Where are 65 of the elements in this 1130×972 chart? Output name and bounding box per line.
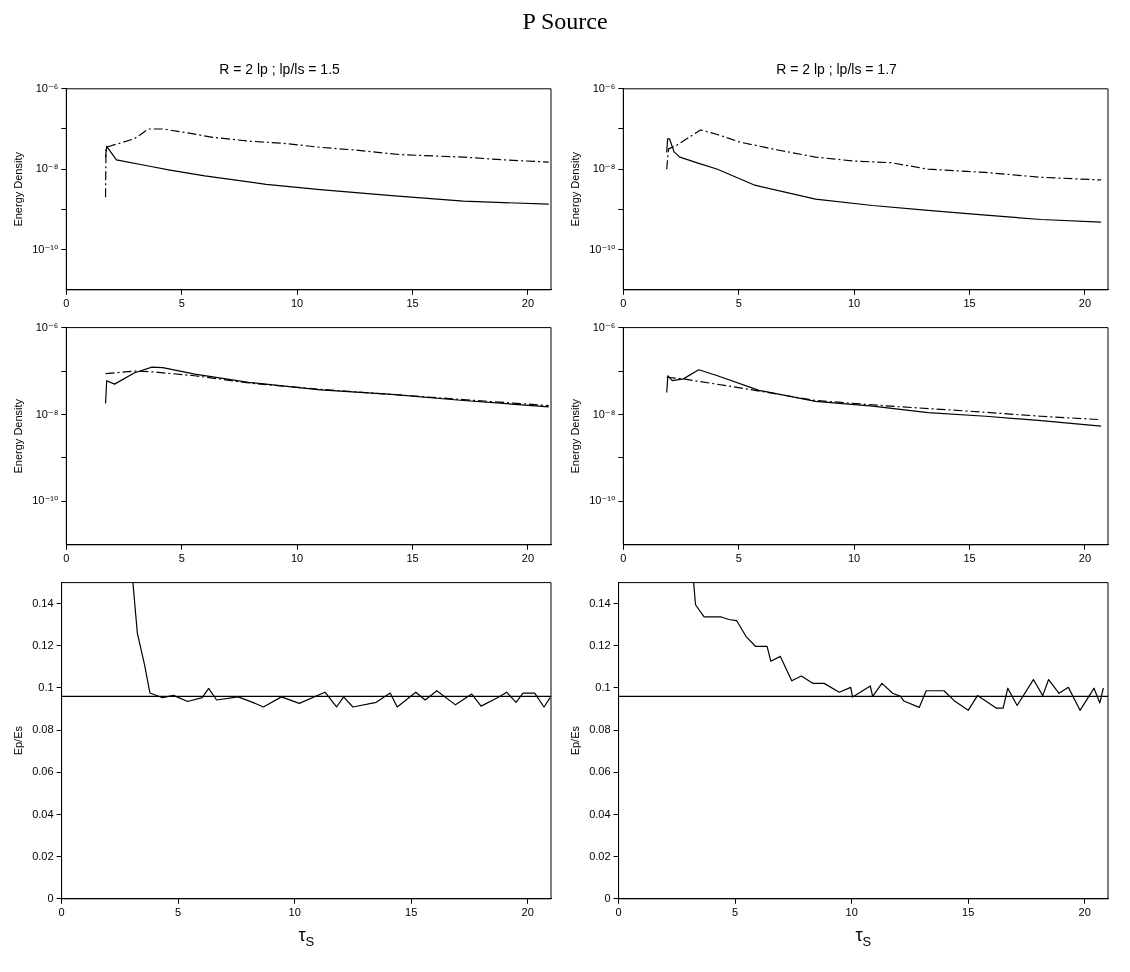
y-tick-label: 0.08: [589, 723, 611, 736]
y-tick-label: 0.02: [32, 849, 54, 862]
x-tick-label: 5: [178, 552, 185, 565]
y-tick-label: 0.04: [589, 807, 611, 820]
y-tick-label: 0.04: [32, 807, 54, 820]
y-tick-label: 10⁻¹⁰: [589, 242, 616, 255]
y-tick-label: 0.1: [595, 681, 611, 694]
y-tick-label: 10⁻⁸: [35, 407, 59, 420]
x-tick-label: 15: [406, 552, 419, 565]
y-tick-label: 10⁻¹⁰: [32, 242, 59, 255]
x-tick-label: 15: [963, 297, 976, 310]
x-tick-label: 20: [521, 552, 535, 565]
y-tick-label: 0.12: [589, 638, 611, 651]
y-tick-label: 10⁻⁸: [35, 162, 59, 175]
y-tick-label: 0.06: [32, 765, 54, 778]
y-axis-title: Energy Density: [568, 151, 581, 227]
y-tick-label: 0: [47, 891, 54, 904]
x-tick-label: 5: [732, 906, 739, 919]
x-tick-label: 10: [847, 552, 861, 565]
x-tick-label: 10: [288, 906, 301, 919]
x-tick-label: 20: [1078, 906, 1091, 919]
x-tick-label: 0: [620, 297, 627, 310]
x-tick-label: 0: [63, 552, 70, 565]
x-tick-label: 20: [1078, 552, 1092, 565]
x-tick-label: 20: [521, 906, 534, 919]
text: P Source: [521, 8, 609, 36]
y-tick-label: 0.12: [32, 638, 54, 651]
x-tick-label: 15: [406, 297, 419, 310]
y-axis-title: Ep/Es: [568, 725, 581, 756]
x-tick-label: 5: [735, 552, 742, 565]
x-tick-label: 5: [178, 297, 185, 310]
chart-title: R = 2 lp ; lp/ls = 1.5: [219, 61, 341, 78]
y-tick-label: 10⁻⁸: [592, 162, 616, 175]
x-tick-label: 15: [963, 552, 976, 565]
y-tick-label: 10⁻¹⁰: [589, 494, 616, 507]
x-tick-label: 10: [290, 552, 304, 565]
y-tick-label: 10⁻⁶: [35, 81, 59, 94]
y-axis-title: Energy Density: [11, 151, 24, 227]
y-tick-label: 0.14: [589, 596, 611, 609]
x-tick-label: 10: [290, 297, 304, 310]
y-tick-label: 10⁻⁶: [592, 320, 616, 333]
y-tick-label: 0.08: [32, 723, 54, 736]
y-axis-title: Ep/Es: [11, 725, 24, 756]
chart-title: R = 2 lp ; lp/ls = 1.7: [776, 61, 898, 78]
x-tick-label: 15: [962, 906, 975, 919]
y-tick-label: 10⁻⁶: [35, 320, 59, 333]
x-tick-label: 5: [175, 906, 182, 919]
y-axis-title: Energy Density: [568, 398, 581, 474]
y-tick-label: 0: [604, 891, 611, 904]
x-tick-label: 0: [63, 297, 70, 310]
y-axis-title: Energy Density: [11, 398, 24, 474]
x-tick-label: 15: [405, 906, 418, 919]
y-tick-label: 0.14: [32, 596, 54, 609]
x-tick-label: 10: [845, 906, 858, 919]
x-tick-label: 5: [735, 297, 742, 310]
y-tick-label: 0.02: [589, 849, 611, 862]
y-tick-label: 0.1: [38, 681, 54, 694]
y-tick-label: 10⁻⁸: [592, 407, 616, 420]
x-tick-label: 10: [847, 297, 861, 310]
y-tick-label: 10⁻⁶: [592, 81, 616, 94]
y-tick-label: 10⁻¹⁰: [32, 494, 59, 507]
x-tick-label: 20: [1078, 297, 1092, 310]
x-tick-label: 20: [521, 297, 535, 310]
y-tick-label: 0.06: [589, 765, 611, 778]
x-tick-label: 0: [620, 552, 627, 565]
